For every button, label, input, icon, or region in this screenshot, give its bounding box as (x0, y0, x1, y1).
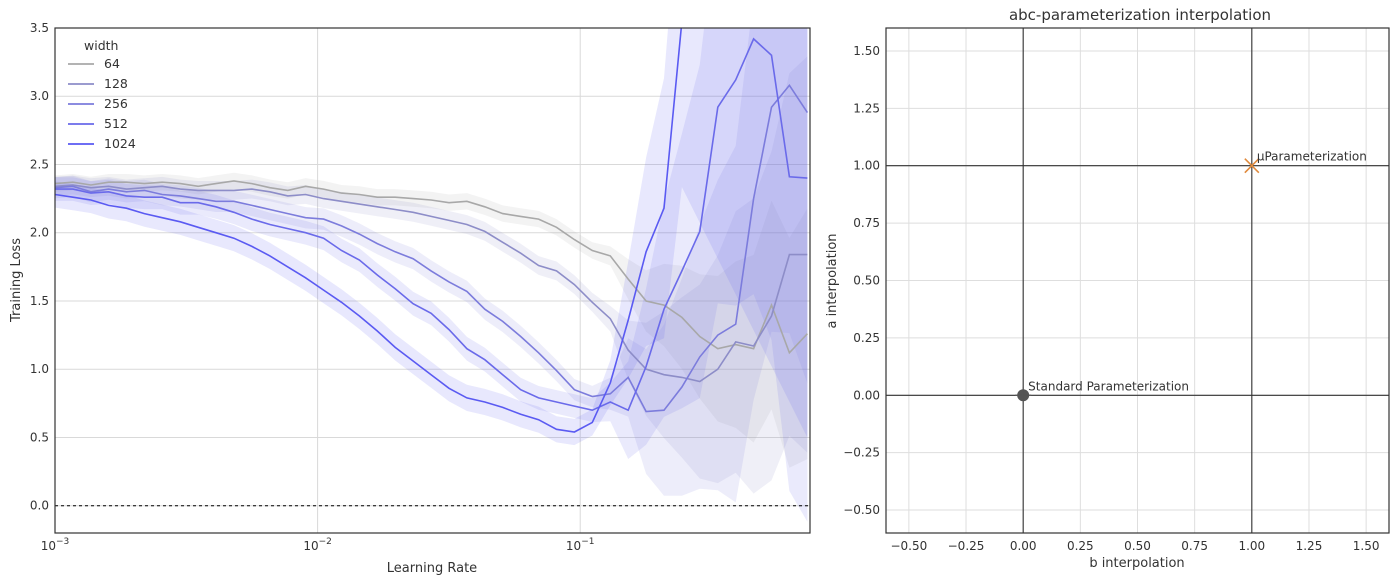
right-y-tick-label: 0.25 (853, 331, 880, 345)
left-x-tick-label: 10−1 (566, 537, 595, 553)
left-y-tick-label: 3.0 (30, 89, 49, 103)
left-y-tick-label: 1.5 (30, 294, 49, 308)
right-y-tick-label: −0.50 (843, 503, 880, 517)
left-plot-area (55, 28, 810, 533)
right-y-tick-label: −0.25 (843, 446, 880, 460)
right-y-tick-label: 1.00 (853, 159, 880, 173)
point-label: Standard Parameterization (1028, 379, 1189, 393)
right-points: Standard Parameterization μParameterizati… (1015, 150, 1367, 404)
series-line-256 (55, 83, 809, 413)
right-x-tick-label: 1.50 (1353, 539, 1380, 553)
left-y-tick-labels: 0.0 0.5 1.0 1.5 2.0 2.5 3.0 3.5 (30, 21, 49, 513)
band-512 (55, 28, 808, 522)
band-64 (55, 172, 808, 468)
left-x-axis-label: Learning Rate (387, 561, 477, 576)
right-x-tick-label: 0.00 (1010, 539, 1037, 553)
left-y-tick-label: 2.0 (30, 226, 49, 240)
right-y-tick-label: 0.00 (853, 388, 880, 402)
legend-label-1024: 1024 (104, 136, 136, 151)
left-confidence-bands (55, 28, 808, 522)
right-y-axis-label: a interpolation (825, 233, 840, 328)
abc-interpolation-chart: abc-parameterization interpolation Stand… (825, 6, 1390, 571)
left-y-tick-label: 1.0 (30, 362, 49, 376)
right-y-tick-labels: −0.50 −0.25 0.00 0.25 0.50 0.75 1.00 1.25 1.50 (843, 44, 880, 517)
left-x-tick-label: 10−2 (303, 537, 332, 553)
legend: width 64 128 256 512 1024 (68, 38, 136, 151)
left-series-lines (55, 28, 809, 433)
series-line-1024 (55, 28, 683, 433)
left-y-axis-label: Training Loss (9, 238, 24, 323)
training-loss-chart: 0.0 0.5 1.0 1.5 2.0 2.5 3.0 3.5 10−3 10−2 10−1 Le… (9, 21, 811, 576)
right-x-tick-label: 0.25 (1067, 539, 1094, 553)
right-x-tick-label: 1.25 (1296, 539, 1323, 553)
left-y-tick-label: 3.5 (30, 21, 49, 35)
series-line-128 (55, 184, 808, 383)
right-x-tick-labels: −0.50 −0.25 0.00 0.25 0.50 0.75 1.00 1.25 1.50 (890, 539, 1379, 553)
band-256 (55, 28, 808, 503)
legend-label-512: 512 (104, 116, 128, 131)
right-y-tick-label: 0.75 (853, 216, 880, 230)
left-y-tick-label: 0.0 (30, 499, 49, 513)
right-y-tick-label: 1.25 (853, 101, 880, 115)
legend-label-64: 64 (104, 56, 120, 71)
left-y-tick-label: 0.5 (30, 430, 49, 444)
series-line-512 (55, 37, 808, 412)
left-y-tick-label: 2.5 (30, 157, 49, 171)
band-128 (55, 56, 808, 494)
legend-label-128: 128 (104, 76, 128, 91)
right-chart-title: abc-parameterization interpolation (1009, 6, 1271, 24)
legend-title: width (84, 38, 118, 53)
right-reference-lines (886, 28, 1389, 533)
right-x-tick-label: 0.75 (1181, 539, 1208, 553)
right-x-tick-label: 1.00 (1238, 539, 1265, 553)
legend-label-256: 256 (104, 96, 128, 111)
right-x-tick-label: −0.50 (890, 539, 927, 553)
right-y-tick-label: 0.50 (853, 274, 880, 288)
right-y-tick-label: 1.50 (853, 44, 880, 58)
point-label: μParameterization (1257, 150, 1367, 164)
series-line-64 (55, 180, 808, 355)
left-x-tick-label: 10−3 (41, 537, 70, 553)
right-x-tick-label: −0.25 (948, 539, 985, 553)
right-plot-frame (885, 27, 1390, 534)
right-x-axis-label: b interpolation (1089, 556, 1184, 571)
left-x-tick-labels: 10−3 10−2 10−1 (41, 537, 595, 553)
band-1024 (55, 28, 808, 446)
left-plot-frame (54, 27, 811, 534)
point-mu-parameterization (1244, 158, 1260, 174)
right-x-tick-label: 0.50 (1124, 539, 1151, 553)
